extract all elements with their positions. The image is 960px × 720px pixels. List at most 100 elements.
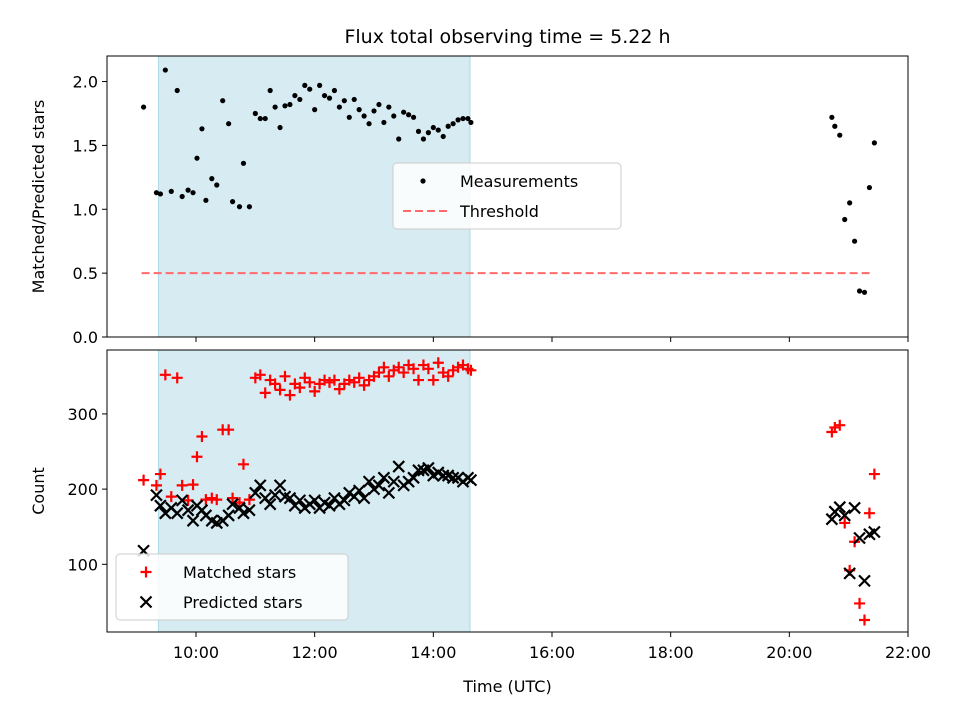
series-0-point-61 [455, 117, 461, 123]
series-0-point-24 [272, 104, 278, 110]
flux-x-ticks [195, 337, 909, 342]
y-tick-label-3: 1.5 [73, 136, 98, 155]
series-0-point-23 [267, 87, 273, 94]
series-0-point-18 [237, 458, 249, 470]
series-0-point-60 [450, 121, 456, 127]
series-0-point-70 [852, 238, 858, 244]
series-0-point-55 [425, 130, 431, 136]
series-0-point-6 [179, 193, 185, 200]
series-1-point-55 [422, 461, 435, 475]
series-1-point-68 [838, 509, 851, 522]
y-tick-label-0: 100 [67, 555, 98, 574]
series-0-point-16 [229, 199, 236, 205]
series-0-point-11 [200, 494, 212, 506]
series-0-point-58 [440, 133, 446, 140]
x-tick-label-0: 10:00 [173, 643, 219, 662]
series-0-point-47 [386, 104, 392, 110]
series-1-point-53 [412, 464, 425, 477]
series-0-point-73 [866, 184, 873, 191]
series-0-point-35 [324, 376, 335, 388]
series-0-point-44 [371, 108, 377, 114]
series-1-point-23 [263, 497, 277, 511]
series-0-point-40 [351, 96, 357, 103]
series-0-point-50 [401, 109, 407, 115]
series-0-point-66 [832, 123, 838, 129]
series-0-point-25 [277, 124, 283, 131]
legend-box [392, 162, 622, 230]
series-0-point-8 [187, 479, 199, 491]
series-1-point-69 [843, 567, 856, 580]
series-0-point-5 [171, 372, 183, 384]
series-0-point-17 [234, 497, 246, 509]
series-0-point-8 [190, 190, 196, 196]
series-0-point-7 [185, 187, 191, 193]
series-0-point-48 [391, 113, 397, 119]
series-0-point-46 [381, 119, 387, 126]
series-0-point-36 [331, 87, 338, 94]
series-0-point-27 [287, 101, 293, 108]
series-0-point-29 [297, 96, 303, 103]
series-0-point-53 [413, 374, 424, 386]
series-0-point-0 [138, 474, 150, 486]
series-0-point-21 [257, 115, 263, 122]
series-0-point-56 [427, 374, 439, 386]
series-0-point-72 [858, 614, 870, 626]
y-tick-label-1: 200 [67, 480, 98, 499]
series-1-point-19 [243, 503, 256, 517]
series-0-point-32 [312, 107, 318, 113]
series-0-point-34 [321, 92, 328, 99]
series-0-point-4 [168, 188, 174, 194]
flux-y-ticks: 0.0 0.5 1.0 1.5 2.0 [73, 73, 107, 347]
series-1-point-18 [237, 506, 250, 520]
series-1-point-48 [387, 475, 401, 488]
series-0-point-34 [319, 374, 331, 386]
series-0-point-74 [868, 468, 880, 480]
series-0-point-11 [203, 197, 209, 203]
series-0-point-47 [383, 370, 395, 382]
series-0-point-31 [304, 376, 316, 388]
x-tick-label-3: 16:00 [529, 643, 575, 662]
series-1-point-35 [323, 499, 336, 512]
series-0-point-71 [854, 597, 866, 609]
series-0-point-22 [262, 115, 268, 122]
series-0-point-56 [430, 124, 436, 131]
series-0-point-43 [366, 121, 372, 127]
series-0-point-49 [396, 136, 402, 142]
series-0-point-62 [460, 115, 466, 122]
series-0-point-72 [861, 289, 868, 295]
series-1-point-8 [186, 514, 200, 527]
series-0-point-61 [452, 361, 464, 373]
series-0-point-33 [317, 82, 323, 88]
count-x-axis-label: Time (UTC) [462, 677, 551, 696]
series-1-point-32 [308, 494, 321, 507]
series-0-point-55 [422, 363, 434, 375]
series-1-point-38 [338, 494, 351, 507]
count-x-ticks: 10:00 12:00 14:00 16:00 18:00 20:00 22:00 [173, 632, 931, 662]
series-0-point-9 [191, 451, 203, 463]
series-1-point-71 [853, 531, 866, 545]
legend-box [115, 553, 349, 621]
x-tick-label-2: 14:00 [410, 643, 456, 662]
y-tick-label-0: 0.0 [73, 328, 98, 347]
count-y-ticks: 100 200 300 [67, 405, 107, 574]
series-1-point-20 [249, 486, 262, 500]
legend-label-1: Threshold [459, 202, 539, 221]
series-1-point-24 [268, 488, 282, 502]
series-1-point-60 [446, 471, 460, 485]
flux-y-axis-label: Matched/Predicted stars [29, 100, 48, 294]
series-1-point-49 [392, 460, 405, 473]
series-0-point-10 [199, 126, 205, 132]
series-1-point-65 [825, 512, 839, 526]
count-y-axis-label: Count [29, 467, 48, 515]
series-0-point-15 [223, 424, 235, 436]
series-1-point-47 [382, 486, 396, 500]
series-0-point-49 [393, 361, 405, 373]
series-0-point-57 [432, 357, 444, 369]
series-0-point-3 [159, 369, 171, 381]
series-1-point-41 [352, 484, 366, 497]
series-0-point-35 [326, 95, 333, 101]
series-0-point-25 [274, 384, 286, 396]
count-panel: 100 200 300 10:00 12:00 14:00 16:00 18:00 20:00… [29, 349, 931, 696]
legend-swatch-1 [139, 595, 153, 609]
series-0-point-27 [284, 389, 296, 401]
